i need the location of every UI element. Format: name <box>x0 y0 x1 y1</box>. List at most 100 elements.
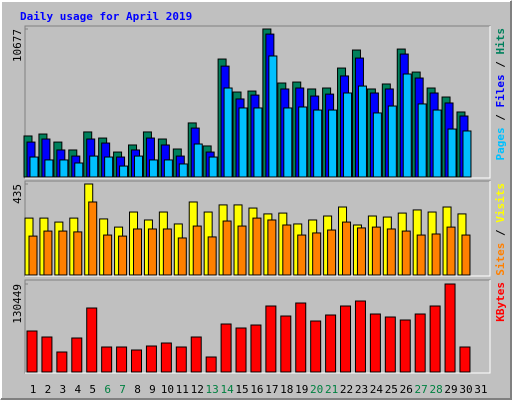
legend: Pages / Files / Hits <box>494 28 507 161</box>
bar <box>417 103 427 178</box>
bar <box>312 232 322 276</box>
x-tick-label: 24 <box>370 383 384 396</box>
x-tick-label: 1 <box>30 383 37 396</box>
bar <box>178 163 188 178</box>
bar <box>86 307 98 373</box>
bar <box>58 230 68 276</box>
x-tick-label: 2 <box>45 383 52 396</box>
bar <box>250 324 262 373</box>
x-tick-label: 19 <box>295 383 308 396</box>
bar <box>340 305 352 373</box>
bar <box>148 159 158 178</box>
bar <box>119 165 129 178</box>
bar <box>327 229 337 276</box>
x-tick-label: 31 <box>474 383 487 396</box>
bar <box>193 143 203 178</box>
bar <box>192 225 202 276</box>
bar <box>29 156 39 178</box>
x-tick-label: 4 <box>74 383 81 396</box>
x-tick-label: 9 <box>149 383 156 396</box>
x-tick-label: 7 <box>119 383 126 396</box>
bar <box>267 219 277 276</box>
x-tick-label: 22 <box>340 383 353 396</box>
x-tick-label: 14 <box>220 383 234 396</box>
bar <box>432 109 442 178</box>
x-tick-label: 18 <box>280 383 293 396</box>
x-tick-label: 10 <box>161 383 174 396</box>
legend-entry: Visits <box>494 183 507 223</box>
legend: KBytes <box>494 282 507 322</box>
x-tick-label: 11 <box>176 383 189 396</box>
bar <box>207 236 217 276</box>
bar <box>280 315 292 373</box>
bar <box>444 283 456 373</box>
bar <box>44 159 54 178</box>
y-tick-label: 130449 <box>11 284 24 324</box>
bar <box>88 201 98 276</box>
y-tick-label: 435 <box>11 184 24 204</box>
bar <box>429 305 441 373</box>
bar <box>220 323 232 373</box>
bar <box>145 345 157 373</box>
x-tick-label: 3 <box>60 383 67 396</box>
bar <box>325 314 337 373</box>
bar <box>74 162 84 178</box>
bar <box>313 109 323 178</box>
bar <box>238 107 248 178</box>
bar <box>386 228 396 276</box>
bar <box>401 230 411 276</box>
x-tick-label: 25 <box>385 383 398 396</box>
panel-bevel <box>25 181 491 277</box>
y-tick-label: 10677 <box>11 29 24 62</box>
x-tick-label: 5 <box>89 383 96 396</box>
x-tick-label: 23 <box>355 383 368 396</box>
legend-separator: / <box>494 223 507 243</box>
bar <box>447 128 457 178</box>
panel-bevel <box>25 26 491 179</box>
legend-separator: / <box>494 55 507 75</box>
bar <box>402 73 412 178</box>
bar <box>282 224 292 276</box>
x-tick-label: 16 <box>250 383 263 396</box>
x-tick-label: 20 <box>310 383 323 396</box>
bar <box>104 156 114 178</box>
x-tick-label: 15 <box>235 383 248 396</box>
bar <box>414 313 426 373</box>
bar <box>101 346 113 373</box>
bar <box>295 302 307 373</box>
bar <box>73 231 83 276</box>
x-tick-label: 27 <box>415 383 428 396</box>
x-tick-label: 8 <box>134 383 141 396</box>
bar <box>342 221 352 276</box>
bar <box>252 217 262 276</box>
bar <box>369 313 381 373</box>
bar <box>416 234 426 276</box>
bar <box>237 225 247 276</box>
bar <box>177 237 187 276</box>
bar <box>71 337 83 373</box>
bar <box>222 220 232 276</box>
bar <box>461 234 471 276</box>
x-tick-label: 12 <box>191 383 204 396</box>
bar <box>253 107 263 178</box>
bar <box>28 235 38 276</box>
bar <box>372 112 382 178</box>
bar <box>190 336 202 373</box>
bar <box>26 330 38 373</box>
legend-entry: Sites <box>494 243 507 276</box>
bar <box>235 327 247 373</box>
legend-entry: Pages <box>494 127 507 160</box>
bar <box>354 300 366 373</box>
bar <box>59 159 69 178</box>
legend: Sites / Visits <box>494 183 507 276</box>
x-tick-label: 28 <box>429 383 442 396</box>
bar <box>205 356 217 373</box>
bar <box>163 159 173 178</box>
bar <box>357 85 367 178</box>
x-tick-label: 13 <box>206 383 219 396</box>
bar <box>462 130 472 178</box>
bar <box>431 233 441 276</box>
bar <box>116 346 128 373</box>
